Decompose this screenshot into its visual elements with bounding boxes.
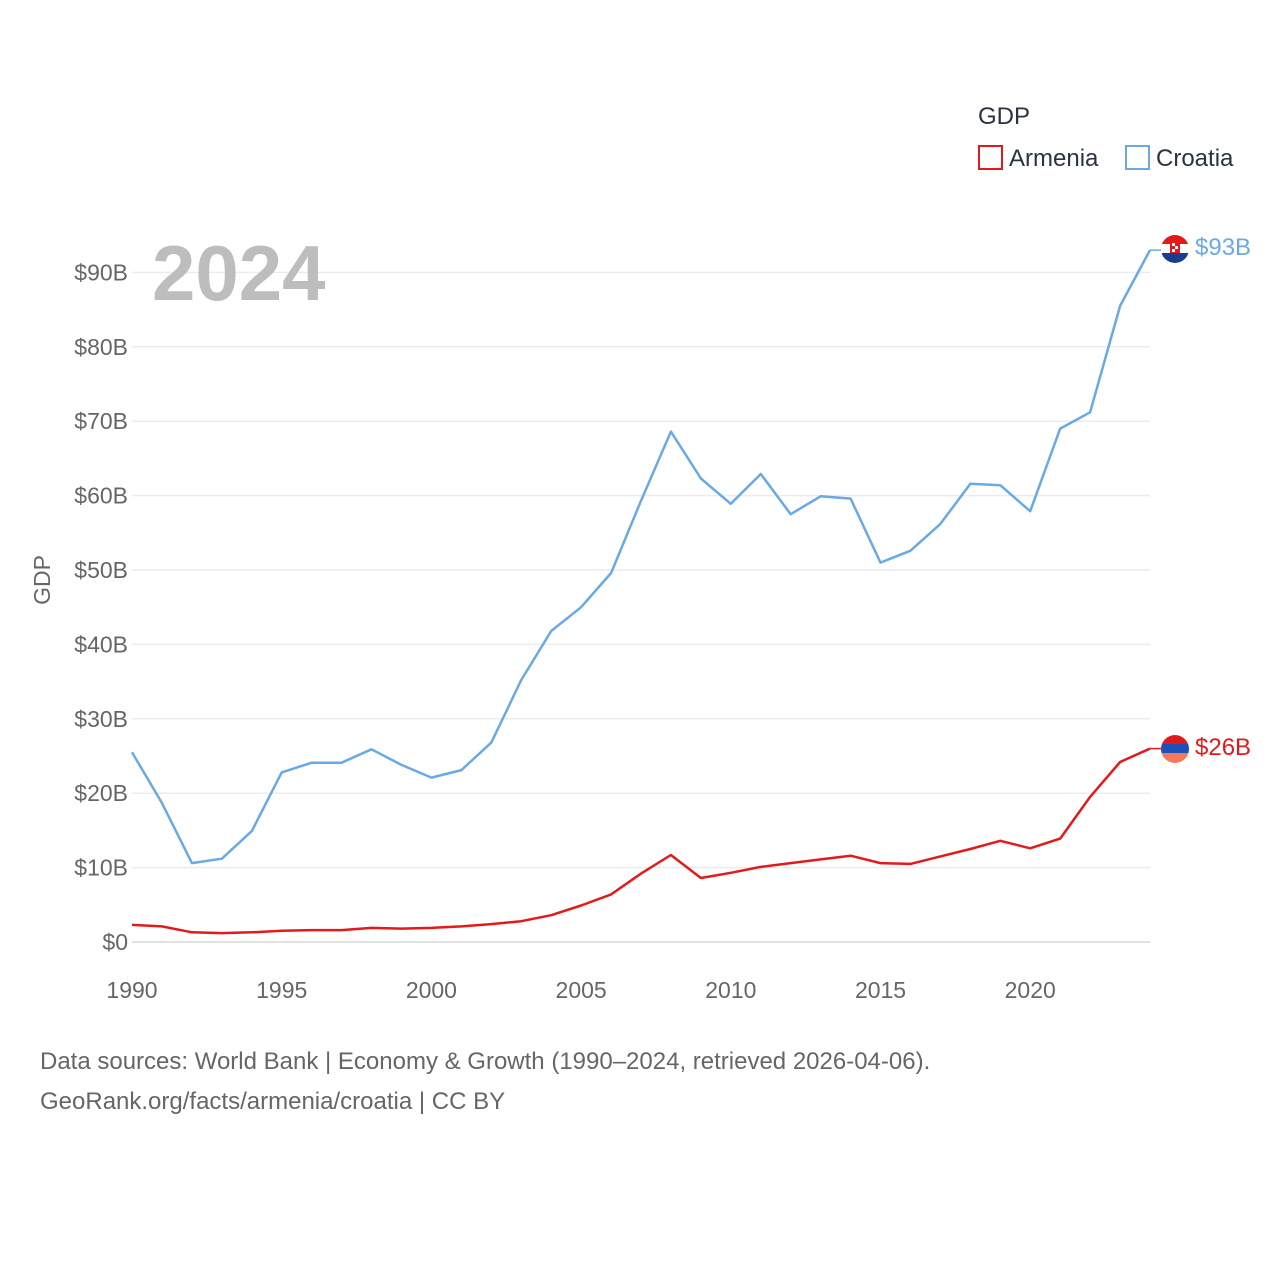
series-line-armenia[interactable] xyxy=(131,747,1151,935)
end-label-armenia: $26B xyxy=(1195,734,1251,761)
x-tick-label: 1995 xyxy=(256,977,307,1003)
y-tick-label: $30B xyxy=(74,706,128,732)
y-tick-label: $90B xyxy=(74,259,128,285)
footer-sources: Data sources: World Bank | Economy & Gro… xyxy=(40,1048,931,1075)
footer-link[interactable]: GeoRank.org/facts/armenia/croatia | CC B… xyxy=(40,1088,506,1115)
legend: GDP Armenia Croatia xyxy=(978,103,1234,172)
legend-label-armenia[interactable]: Armenia xyxy=(1009,145,1099,172)
y-axis-ticks: $0 $10B $20B $30B $40B $50B $60B $70B $80B $90B xyxy=(74,259,128,955)
x-tick-label: 2015 xyxy=(855,977,906,1003)
y-tick-label: $80B xyxy=(74,334,128,360)
gdp-line-chart: $0 $10B $20B $30B $40B $50B $60B $70B $80B $90B 1… xyxy=(29,103,1251,1003)
series-line-croatia[interactable] xyxy=(130,249,1152,865)
x-tick-label: 1990 xyxy=(106,977,157,1003)
legend-label-croatia[interactable]: Croatia xyxy=(1156,145,1234,172)
legend-swatch-armenia[interactable] xyxy=(978,145,1003,170)
footer: Data sources: World Bank | Economy & Gro… xyxy=(40,1042,930,1122)
x-tick-label: 2000 xyxy=(406,977,457,1003)
x-tick-label: 2020 xyxy=(1005,977,1056,1003)
gridlines xyxy=(132,271,1150,943)
x-tick-label: 2010 xyxy=(705,977,756,1003)
x-tick-label: 2005 xyxy=(556,977,607,1003)
legend-swatch-croatia[interactable] xyxy=(1125,145,1150,170)
year-label: 2024 xyxy=(152,229,326,317)
armenia-flag-icon xyxy=(1161,735,1189,763)
legend-title: GDP xyxy=(978,103,1030,130)
croatia-flag-icon xyxy=(1161,235,1189,263)
y-tick-label: $50B xyxy=(74,557,128,583)
end-label-croatia: $93B xyxy=(1195,234,1251,261)
y-tick-label: $40B xyxy=(74,631,128,657)
y-tick-label: $10B xyxy=(74,855,128,881)
x-axis-ticks: 1990 1995 2000 2005 2010 2015 2020 xyxy=(106,977,1055,1003)
y-tick-label: $60B xyxy=(74,483,128,509)
y-tick-label: $0 xyxy=(102,929,128,955)
series-lines xyxy=(130,249,1161,935)
y-tick-label: $20B xyxy=(74,780,128,806)
y-axis-label: GDP xyxy=(29,555,55,605)
y-tick-label: $70B xyxy=(74,408,128,434)
